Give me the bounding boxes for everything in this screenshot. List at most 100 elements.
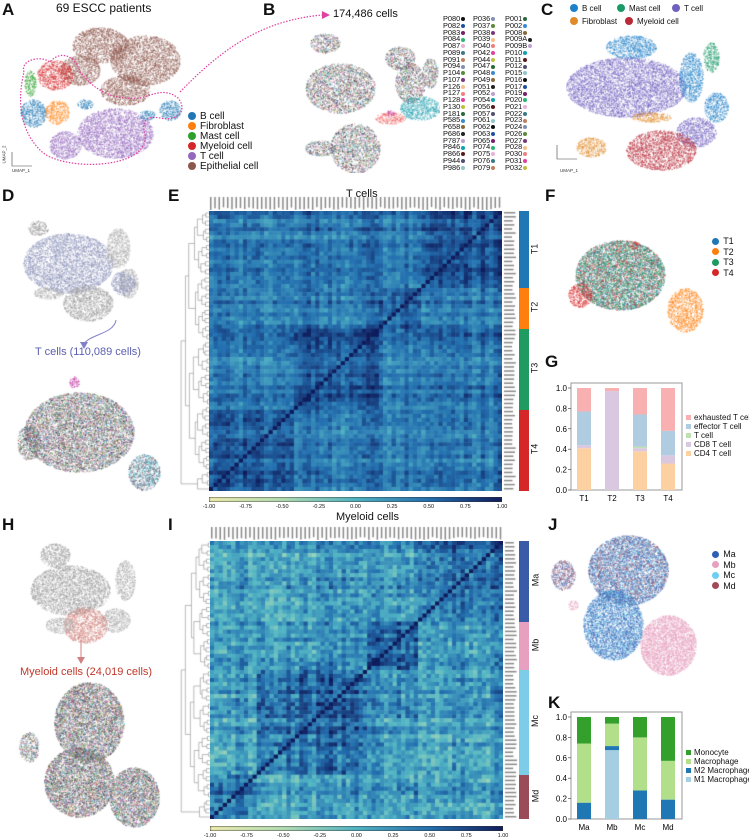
legend-dot-icon [188, 162, 196, 170]
bar-segment-effector-t-cell [633, 414, 647, 447]
patient-dot-icon [491, 152, 496, 157]
panel-a-title: 69 ESCC patients [56, 1, 152, 15]
patient-id: P585 [443, 115, 461, 125]
patient-dot-icon [523, 105, 528, 110]
legend-item: CD8 T cell [686, 440, 749, 449]
bar-segment-cd8-t-cell [577, 445, 591, 449]
legend-dot-icon [712, 258, 720, 266]
group-bar-mc [519, 669, 529, 775]
patient-id: P128 [443, 95, 461, 104]
patient-legend-item: P056 [473, 103, 496, 111]
legend-item: T3 [712, 257, 734, 268]
y-tick-label: 0.0 [556, 815, 568, 824]
x-tick-label: T3 [635, 494, 645, 503]
y-tick-label: 0.6 [556, 425, 568, 434]
patient-dot-icon [491, 57, 496, 62]
legend-dot-icon [188, 132, 196, 140]
row-labels-t [503, 211, 517, 491]
legend-item: M2 Macrophage [686, 766, 749, 775]
patient-dot-icon [461, 132, 466, 137]
patient-id: P083 [443, 27, 461, 37]
patient-dot-icon [491, 165, 496, 170]
patient-dot-icon [461, 84, 466, 89]
patient-dot-icon [461, 152, 466, 157]
patient-legend-item: P658 [443, 123, 466, 131]
patient-legend-item: P030 [505, 150, 532, 158]
patient-dot-icon [491, 132, 496, 137]
bar-segment-monocyte [605, 717, 619, 724]
patient-id: P040 [473, 41, 491, 50]
patient-dot-icon [523, 159, 528, 164]
patient-dot-icon [461, 91, 466, 96]
patient-dot-icon [491, 159, 496, 164]
patient-legend-item: P015 [505, 68, 532, 77]
legend-item: Epithelial cell [188, 161, 258, 172]
patient-id: P846 [443, 142, 461, 152]
patient-id: P094 [443, 61, 461, 71]
panel-label-b: B [263, 0, 276, 19]
patient-legend-item: P074 [473, 143, 496, 151]
plot-frame [570, 382, 683, 491]
legend-label: Macrophage [694, 757, 739, 766]
patient-id: P032 [505, 162, 523, 172]
patient-legend-item: P048 [473, 69, 496, 77]
patient-dot-icon [461, 159, 466, 164]
legend-item: Fibroblast [570, 16, 617, 26]
t-cells-caption: T cells (110,089 cells) [35, 346, 141, 358]
patient-dot-icon [528, 44, 533, 49]
patient-dot-icon [523, 125, 528, 130]
patient-id: P037 [473, 20, 491, 30]
patient-dot-icon [491, 44, 496, 49]
legend-item: T4 [712, 268, 734, 279]
legend-label: CD4 T cell [694, 449, 732, 458]
umap-highlight-t-cells [18, 208, 148, 323]
patient-legend-item: P016 [505, 76, 532, 84]
x-tick-label: T2 [607, 494, 617, 503]
bar-segment-monocyte [633, 717, 647, 738]
patient-id: P061 [473, 115, 491, 125]
patient-id: P015 [505, 68, 523, 77]
group-label: Ma [530, 574, 541, 587]
patient-dot-icon [523, 111, 528, 116]
legend-label: T3 [723, 257, 734, 268]
patient-legend-item: P104 [443, 69, 466, 77]
patient-legend-item: P008 [505, 28, 532, 37]
patient-legend-item: P061 [473, 115, 496, 125]
myeloid-caption: Myeloid cells (24,019 cells) [20, 666, 153, 678]
colorbar-tick-label: -1.00 [203, 833, 217, 839]
heatmap-myeloid-title: Myeloid cells [336, 511, 399, 523]
patient-dot-icon [491, 91, 496, 96]
patient-id: P022 [505, 108, 523, 118]
legend-item: Mb [712, 560, 736, 571]
patient-dot-icon [523, 165, 528, 170]
stacked-bar-chart-t: 0.0 0.2 0.4 0.6 0.8 1.0 T1 T2 T3 T4 [556, 382, 683, 503]
patient-id: P001 [505, 14, 523, 23]
bar-segment-effector-t-cell [661, 430, 675, 456]
column-labels-t [209, 196, 502, 210]
patient-id: P054 [473, 95, 491, 104]
legend-label: Md [723, 580, 736, 591]
heatmap-t-cells [209, 211, 502, 491]
patient-dot-icon [523, 138, 528, 143]
patient-legend-item: P089 [443, 49, 466, 57]
colorbar-tick-label: -0.25 [313, 833, 327, 839]
umap-t-cells-by-patient [4, 372, 169, 497]
x-tick-label: Mc [635, 823, 646, 832]
patient-legend-item: P075 [473, 150, 496, 158]
patient-legend-item: P846 [443, 142, 466, 152]
patient-legend-item: P001 [505, 14, 532, 23]
heatmap-myeloid [210, 541, 503, 819]
patient-dot-icon [461, 78, 466, 83]
colorbar-t [209, 497, 502, 502]
group-label: Mb [530, 638, 541, 652]
legend-item: Mc [712, 570, 736, 581]
bar-segment-cd4-t-cell [633, 451, 647, 490]
bar-segment-m2-macrophage [605, 746, 619, 751]
patient-dot-icon [491, 138, 496, 143]
patient-id: P079 [473, 162, 491, 172]
patient-id: P127 [443, 88, 461, 98]
patient-legend-column: P080 P082 P083 P084 P087 P089 P091 P094 P104 P107… [443, 15, 466, 171]
patient-legend-item: P057 [473, 109, 496, 118]
patient-id: P047 [473, 61, 491, 71]
legend-dot-icon [712, 248, 720, 256]
